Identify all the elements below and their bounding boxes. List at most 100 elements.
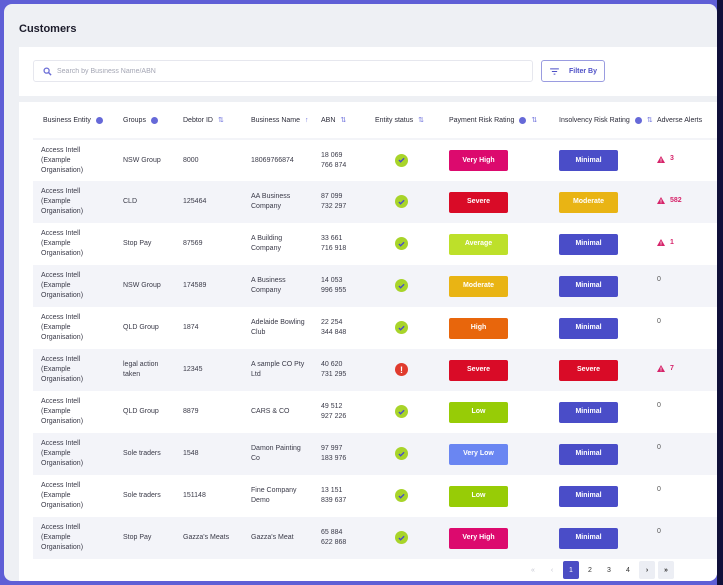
adverse-alert-link[interactable]: 3: [657, 154, 674, 164]
info-icon[interactable]: [634, 116, 642, 124]
column-header-abn[interactable]: ABN ⇅: [317, 102, 369, 140]
insolvency-risk-cell: Moderate: [547, 181, 657, 223]
business-entity-cell: Access Intell (Example Organisation): [41, 482, 84, 509]
payment-risk-badge[interactable]: Average: [449, 233, 508, 255]
column-header-business-name[interactable]: Business Name ↑: [239, 102, 317, 140]
error-circle-icon: !: [395, 363, 408, 377]
filter-by-label: Filter By: [569, 67, 598, 75]
insolvency-risk-badge[interactable]: Minimal: [559, 443, 618, 465]
last-page-button[interactable]: »: [658, 561, 674, 579]
table-row[interactable]: Access Intell (Example Organisation) CLD 1…: [33, 181, 717, 223]
payment-risk-badge[interactable]: Low: [449, 485, 508, 507]
column-header-groups[interactable]: Groups: [107, 102, 175, 140]
column-header-entity-status[interactable]: Entity status ⇅: [369, 102, 437, 140]
insolvency-risk-cell: Minimal: [547, 433, 657, 475]
page-button-3[interactable]: 3: [607, 566, 611, 574]
sort-ascending-icon[interactable]: ↑: [305, 116, 309, 124]
business-name-cell: A sample CO Pty Ltd: [239, 349, 317, 391]
table-row[interactable]: Access Intell (Example Organisation) QLD …: [33, 307, 717, 349]
adverse-alert-link[interactable]: 582: [657, 196, 682, 206]
adverse-alert-link[interactable]: 1: [657, 238, 674, 248]
sort-icon[interactable]: ⇅: [418, 117, 425, 124]
payment-risk-badge[interactable]: Very High: [449, 527, 508, 549]
search-input[interactable]: [57, 67, 517, 75]
check-circle-icon: [395, 531, 408, 545]
column-header-insolvency-risk-rating[interactable]: Insolvency Risk Rating ⇅: [547, 102, 657, 140]
table-row[interactable]: Access Intell (Example Organisation) Stop…: [33, 223, 717, 265]
column-header-label: Groups: [123, 116, 146, 124]
payment-risk-badge[interactable]: Very High: [449, 150, 508, 171]
column-header-debtor-id[interactable]: Debtor ID ⇅: [175, 102, 239, 140]
table-row[interactable]: Access Intell (Example Organisation) lega…: [33, 349, 717, 391]
adverse-alerts-cell: 0: [657, 433, 717, 475]
payment-risk-badge[interactable]: High: [449, 317, 508, 339]
abn-part: 183 976: [321, 455, 347, 462]
adverse-alert-link[interactable]: 7: [657, 364, 674, 374]
check-circle-icon: [395, 489, 408, 503]
sort-icon[interactable]: ⇅: [531, 117, 538, 124]
alert-count: 3: [670, 155, 674, 163]
business-name-cell: Adelaide Bowling Club: [251, 319, 305, 336]
abn-cell: 13 151 839 637: [317, 475, 369, 517]
payment-risk-badge[interactable]: Severe: [449, 359, 508, 381]
debtor-id-cell: 151148: [183, 492, 206, 499]
entity-status-cell: [369, 475, 437, 517]
insolvency-risk-badge[interactable]: Minimal: [559, 150, 618, 171]
payment-risk-cell: Severe: [437, 181, 547, 223]
insolvency-risk-badge[interactable]: Minimal: [559, 317, 618, 339]
business-name-cell: CARS & CO: [251, 408, 290, 415]
column-header-label: Debtor ID: [183, 116, 213, 124]
entity-status-cell: [369, 139, 437, 181]
page-button-1[interactable]: 1: [563, 561, 579, 579]
group-cell: Sole traders: [107, 433, 175, 475]
insolvency-risk-badge[interactable]: Minimal: [559, 401, 618, 423]
table-row[interactable]: Access Intell (Example Organisation) Sole…: [33, 475, 717, 517]
alert-count: 0: [657, 486, 661, 493]
insolvency-risk-badge[interactable]: Severe: [559, 359, 618, 381]
insolvency-risk-badge[interactable]: Minimal: [559, 527, 618, 549]
adverse-alerts-cell: 0: [657, 391, 717, 433]
filter-by-button[interactable]: Filter By: [541, 60, 605, 82]
column-header-label: Insolvency Risk Rating: [559, 116, 630, 124]
abn-cell: 65 884 622 868: [317, 517, 369, 559]
page-button-2[interactable]: 2: [588, 566, 592, 574]
insolvency-risk-badge[interactable]: Minimal: [559, 275, 618, 297]
business-entity-cell: Access Intell (Example Organisation): [41, 314, 84, 341]
info-icon[interactable]: [519, 116, 527, 124]
payment-risk-badge[interactable]: Very Low: [449, 443, 508, 465]
column-header-business-entity[interactable]: Business Entity: [33, 102, 107, 140]
info-icon[interactable]: [150, 116, 158, 124]
insolvency-risk-badge[interactable]: Minimal: [559, 485, 618, 507]
page-button-4[interactable]: 4: [626, 566, 630, 574]
column-header-payment-risk-rating[interactable]: Payment Risk Rating ⇅: [437, 102, 547, 140]
table-row[interactable]: Access Intell (Example Organisation) NSW …: [33, 265, 717, 307]
column-header-adverse-alerts[interactable]: Adverse Alerts: [657, 102, 717, 140]
payment-risk-badge[interactable]: Severe: [449, 191, 508, 213]
business-entity-cell: Access Intell (Example Organisation): [41, 146, 84, 174]
debtor-id-cell: 174589: [175, 265, 239, 307]
abn-part: 33 661: [321, 235, 343, 242]
entity-status-cell: [369, 223, 437, 265]
abn-cell: 22 254 344 848: [317, 307, 369, 349]
next-page-button[interactable]: ›: [639, 561, 655, 579]
sort-icon[interactable]: ⇅: [217, 117, 224, 124]
first-page-button[interactable]: «: [531, 566, 535, 574]
insolvency-risk-cell: Minimal: [547, 265, 657, 307]
payment-risk-cell: Low: [437, 475, 547, 517]
table-row[interactable]: Access Intell (Example Organisation) Stop…: [33, 517, 717, 559]
insolvency-risk-badge[interactable]: Minimal: [559, 233, 618, 255]
sort-icon[interactable]: ⇅: [646, 117, 653, 124]
table-row[interactable]: Access Intell (Example Organisation) NSW …: [33, 139, 717, 181]
payment-risk-badge[interactable]: Low: [449, 401, 508, 423]
info-icon[interactable]: [95, 116, 103, 124]
abn-cell: 87 099 732 297: [317, 181, 369, 223]
previous-page-button[interactable]: ‹: [550, 566, 554, 574]
abn-cell: 18 069 766 874: [317, 139, 369, 181]
abn-part: 927 226: [321, 413, 347, 420]
insolvency-risk-badge[interactable]: Moderate: [559, 191, 618, 213]
search-box[interactable]: [33, 60, 533, 82]
table-row[interactable]: Access Intell (Example Organisation) Sole…: [33, 433, 717, 475]
payment-risk-badge[interactable]: Moderate: [449, 275, 508, 297]
table-row[interactable]: Access Intell (Example Organisation) QLD …: [33, 391, 717, 433]
sort-icon[interactable]: ⇅: [340, 117, 347, 124]
